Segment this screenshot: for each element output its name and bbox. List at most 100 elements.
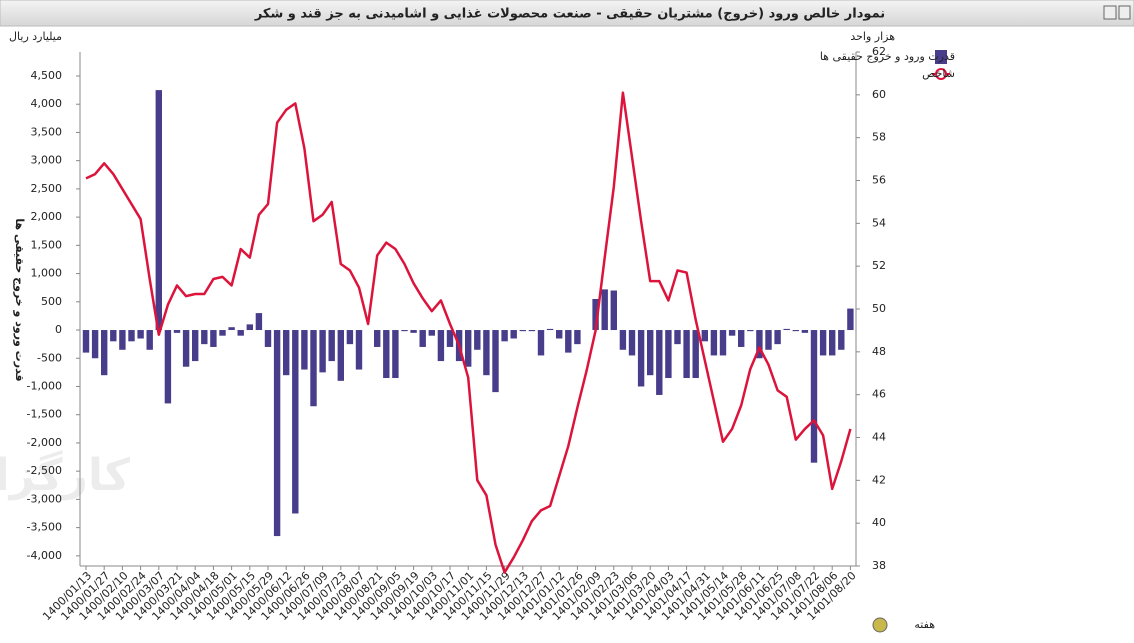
legend-label: شاخص bbox=[922, 67, 955, 80]
bar bbox=[574, 330, 580, 344]
bar bbox=[119, 330, 125, 350]
bar bbox=[492, 330, 498, 392]
bar bbox=[665, 330, 671, 378]
bar bbox=[201, 330, 207, 344]
y-tick-label: -500 bbox=[37, 351, 62, 364]
bar bbox=[147, 330, 153, 350]
bar bbox=[392, 330, 398, 378]
bar bbox=[447, 330, 453, 347]
bar bbox=[219, 330, 225, 336]
bar bbox=[374, 330, 380, 347]
y2-tick-label: 54 bbox=[872, 216, 886, 229]
bar bbox=[356, 330, 362, 370]
bar bbox=[720, 330, 726, 355]
bar bbox=[438, 330, 444, 361]
y2-tick-label: 40 bbox=[872, 516, 886, 529]
y-tick-label: -3,500 bbox=[27, 521, 62, 534]
bar bbox=[620, 330, 626, 350]
bar bbox=[638, 330, 644, 386]
bar bbox=[811, 330, 817, 463]
bar bbox=[228, 327, 234, 330]
y-tick-label: 1,500 bbox=[31, 238, 63, 251]
bar bbox=[483, 330, 489, 375]
settings-icon[interactable] bbox=[873, 618, 887, 632]
bar bbox=[247, 324, 253, 330]
bar bbox=[838, 330, 844, 350]
bar bbox=[338, 330, 344, 381]
bar bbox=[329, 330, 335, 361]
bar bbox=[310, 330, 316, 406]
y-tick-label: -2,000 bbox=[27, 436, 62, 449]
bar bbox=[110, 330, 116, 341]
y-tick-label: -4,000 bbox=[27, 549, 62, 562]
bar bbox=[529, 330, 535, 331]
bar bbox=[765, 330, 771, 350]
bar bbox=[729, 330, 735, 336]
y-tick-label: 500 bbox=[41, 295, 62, 308]
bar bbox=[602, 289, 608, 330]
bar bbox=[629, 330, 635, 355]
bar bbox=[774, 330, 780, 344]
bar bbox=[301, 330, 307, 370]
bar bbox=[183, 330, 189, 367]
y-tick-label: 1,000 bbox=[31, 267, 63, 280]
y-tick-label: -2,500 bbox=[27, 464, 62, 477]
x-axis-title: هفته bbox=[914, 618, 935, 631]
bar bbox=[474, 330, 480, 350]
export-icon[interactable] bbox=[1119, 6, 1130, 19]
bar bbox=[802, 330, 808, 333]
chart-title: نمودار خالص ورود (خروج) مشتریان حقیقی - … bbox=[254, 7, 885, 22]
bar bbox=[565, 330, 571, 353]
bar bbox=[265, 330, 271, 347]
bar bbox=[83, 330, 89, 353]
bar bbox=[711, 330, 717, 355]
bar bbox=[683, 330, 689, 378]
bar bbox=[656, 330, 662, 395]
y-tick-label: -3,000 bbox=[27, 492, 62, 505]
bar bbox=[156, 90, 162, 330]
y-tick-label: 3,500 bbox=[31, 125, 63, 138]
bar bbox=[747, 330, 753, 331]
y2-tick-label: 42 bbox=[872, 473, 886, 486]
bar bbox=[274, 330, 280, 536]
bar bbox=[192, 330, 198, 361]
y-tick-label: -1,500 bbox=[27, 408, 62, 421]
y-tick-label: 2,500 bbox=[31, 182, 63, 195]
legend-label: قدرت ورود و خروج حقیقی ها bbox=[820, 50, 955, 63]
bar bbox=[501, 330, 507, 341]
y-axis-title: قدرت ورود و خروج حقیقی ها bbox=[12, 218, 26, 381]
watermark: کارگزار بورس اوراق بهادار، کالا و انرژی bbox=[0, 449, 130, 501]
y2-tick-label: 56 bbox=[872, 174, 886, 187]
bar bbox=[693, 330, 699, 378]
y2-tick-label: 50 bbox=[872, 302, 886, 315]
y2-tick-label: 38 bbox=[872, 559, 886, 572]
bar bbox=[611, 291, 617, 331]
bar bbox=[319, 330, 325, 372]
y2-tick-label: 44 bbox=[872, 431, 886, 444]
bar bbox=[647, 330, 653, 375]
y-tick-label: 3,000 bbox=[31, 154, 63, 167]
y2-unit: هزار واحد bbox=[850, 30, 895, 43]
bar bbox=[820, 330, 826, 355]
bar bbox=[429, 330, 435, 336]
bar bbox=[793, 330, 799, 331]
y-unit: میلیارد ریال bbox=[9, 30, 62, 43]
bar bbox=[538, 330, 544, 355]
bar bbox=[829, 330, 835, 355]
bar bbox=[401, 330, 407, 331]
bar bbox=[556, 330, 562, 338]
y-tick-label: 4,500 bbox=[31, 69, 63, 82]
bar bbox=[702, 330, 708, 341]
bar bbox=[465, 330, 471, 367]
bar bbox=[128, 330, 134, 341]
bar bbox=[784, 329, 790, 330]
bar bbox=[410, 330, 416, 333]
bar bbox=[547, 329, 553, 330]
bar bbox=[137, 330, 143, 338]
bar bbox=[92, 330, 98, 358]
bar bbox=[520, 330, 526, 331]
bar bbox=[738, 330, 744, 347]
print-icon[interactable] bbox=[1104, 6, 1116, 19]
y-tick-label: 0 bbox=[55, 323, 62, 336]
bar bbox=[256, 313, 262, 330]
